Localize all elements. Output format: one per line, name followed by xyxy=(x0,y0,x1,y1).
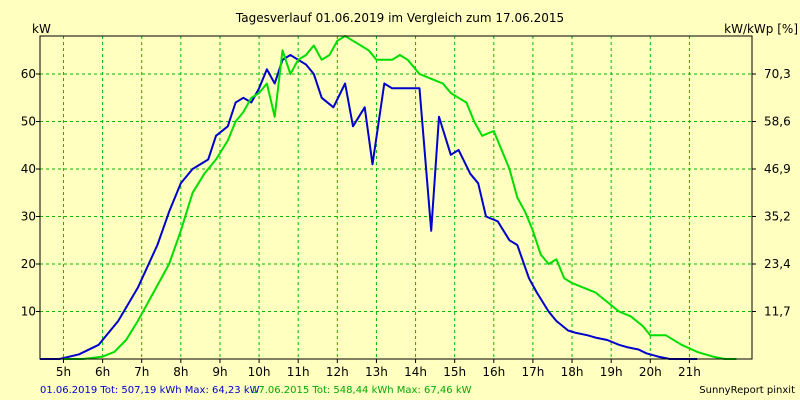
y-tick-label-right: 70,3 xyxy=(764,67,791,81)
y-axis-label-right: kW/kWp [%] xyxy=(724,22,798,36)
y-axis-label-left: kW xyxy=(32,22,51,36)
y-tick-label-right: 11,7 xyxy=(764,305,791,319)
x-tick-label: 18h xyxy=(561,365,584,379)
y-tick-label-left: 30 xyxy=(21,210,36,224)
x-tick-label: 10h xyxy=(248,365,271,379)
y-tick-label-left: 50 xyxy=(21,115,36,129)
y-tick-label-right: 46,9 xyxy=(764,162,791,176)
y-tick-label-left: 40 xyxy=(21,162,36,176)
x-tick-label: 9h xyxy=(212,365,227,379)
x-tick-label: 20h xyxy=(639,365,662,379)
x-tick-label: 7h xyxy=(134,365,149,379)
series-line-2019 xyxy=(40,54,698,360)
x-tick-label: 5h xyxy=(56,365,71,379)
footer-series-2019: 01.06.2019 Tot: 507,19 kWh Max: 64,23 kW xyxy=(40,385,260,396)
x-tick-label: 12h xyxy=(326,365,349,379)
x-tick-label: 14h xyxy=(404,365,427,379)
plot-area xyxy=(40,36,752,359)
x-tick-label: 21h xyxy=(678,365,701,379)
y-tick-label-left: 20 xyxy=(21,257,36,271)
x-tick-label: 8h xyxy=(173,365,188,379)
y-tick-label-left: 10 xyxy=(21,305,36,319)
footer-series-2015: 17.06.2015 Tot: 548,44 kWh Max: 67,46 kW xyxy=(252,385,472,396)
y-tick-label-right: 58,6 xyxy=(764,115,791,129)
series-line-2015 xyxy=(63,35,737,360)
x-tick-label: 15h xyxy=(443,365,466,379)
x-tick-label: 16h xyxy=(482,365,505,379)
x-tick-label: 13h xyxy=(365,365,388,379)
y-tick-label-right: 23,4 xyxy=(764,257,791,271)
x-tick-label: 11h xyxy=(287,365,310,379)
x-tick-label: 17h xyxy=(521,365,544,379)
footer-credit: SunnyReport pinxit xyxy=(699,385,795,396)
x-tick-label: 6h xyxy=(95,365,110,379)
y-tick-label-left: 60 xyxy=(21,67,36,81)
plot-frame xyxy=(39,35,753,360)
chart-title: Tagesverlauf 01.06.2019 im Vergleich zum… xyxy=(235,11,564,25)
x-tick-label: 19h xyxy=(600,365,623,379)
y-tick-label-right: 35,2 xyxy=(764,210,791,224)
